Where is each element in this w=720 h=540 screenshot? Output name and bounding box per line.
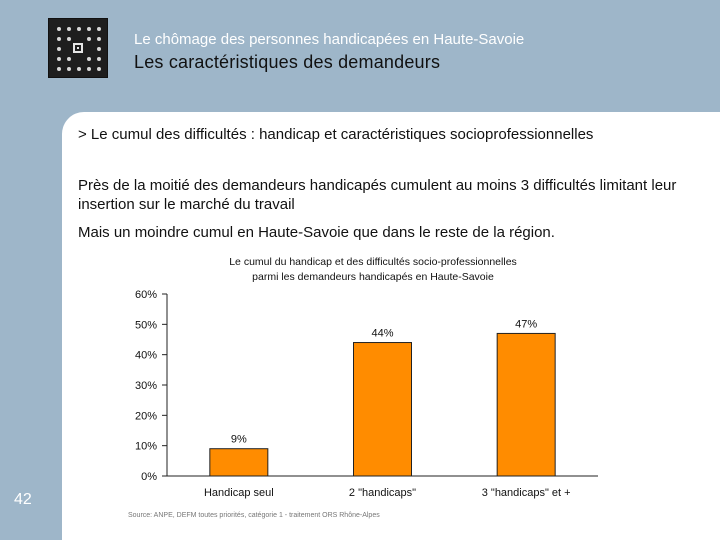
page-number: 42 [14,491,32,508]
header-band [0,0,720,96]
y-tick-label: 40% [135,350,157,362]
bar-value-label: 47% [515,318,537,330]
bar [496,332,556,477]
chart-title: Le cumul du handicap et des difficultés … [229,256,517,268]
logo-icon [48,18,108,78]
section-subheading: > Le cumul des difficultés : handicap et… [78,126,594,143]
y-tick-label: 10% [135,441,157,453]
x-category-label: 3 "handicaps" et + [482,487,571,499]
left-margin-bar [0,96,62,540]
bar-value-label: 9% [231,434,247,446]
y-tick-label: 20% [135,410,157,422]
paragraph-2: Mais un moindre cumul en Haute-Savoie qu… [78,224,555,241]
chart-subtitle: parmi les demandeurs handicapés en Haute… [252,271,494,283]
y-tick-label: 50% [135,319,157,331]
y-tick-label: 60% [135,289,157,301]
bar [209,448,269,477]
bar-chart: Le cumul du handicap et des difficultés … [135,256,598,499]
x-category-label: Handicap seul [204,487,274,499]
header-title: Les caractéristiques des demandeurs [134,52,441,72]
x-category-label: 2 "handicaps" [349,487,416,499]
y-tick-label: 0% [141,471,157,483]
header-subtitle: Le chômage des personnes handicapées en … [134,31,525,48]
bar [353,342,412,477]
bar-value-label: 44% [371,328,393,340]
paragraph-1: Près de la moitié des demandeurs handica… [78,177,677,213]
source-note: Source: ANPE, DEFM toutes priorités, cat… [128,512,380,519]
y-tick-label: 30% [135,380,157,392]
